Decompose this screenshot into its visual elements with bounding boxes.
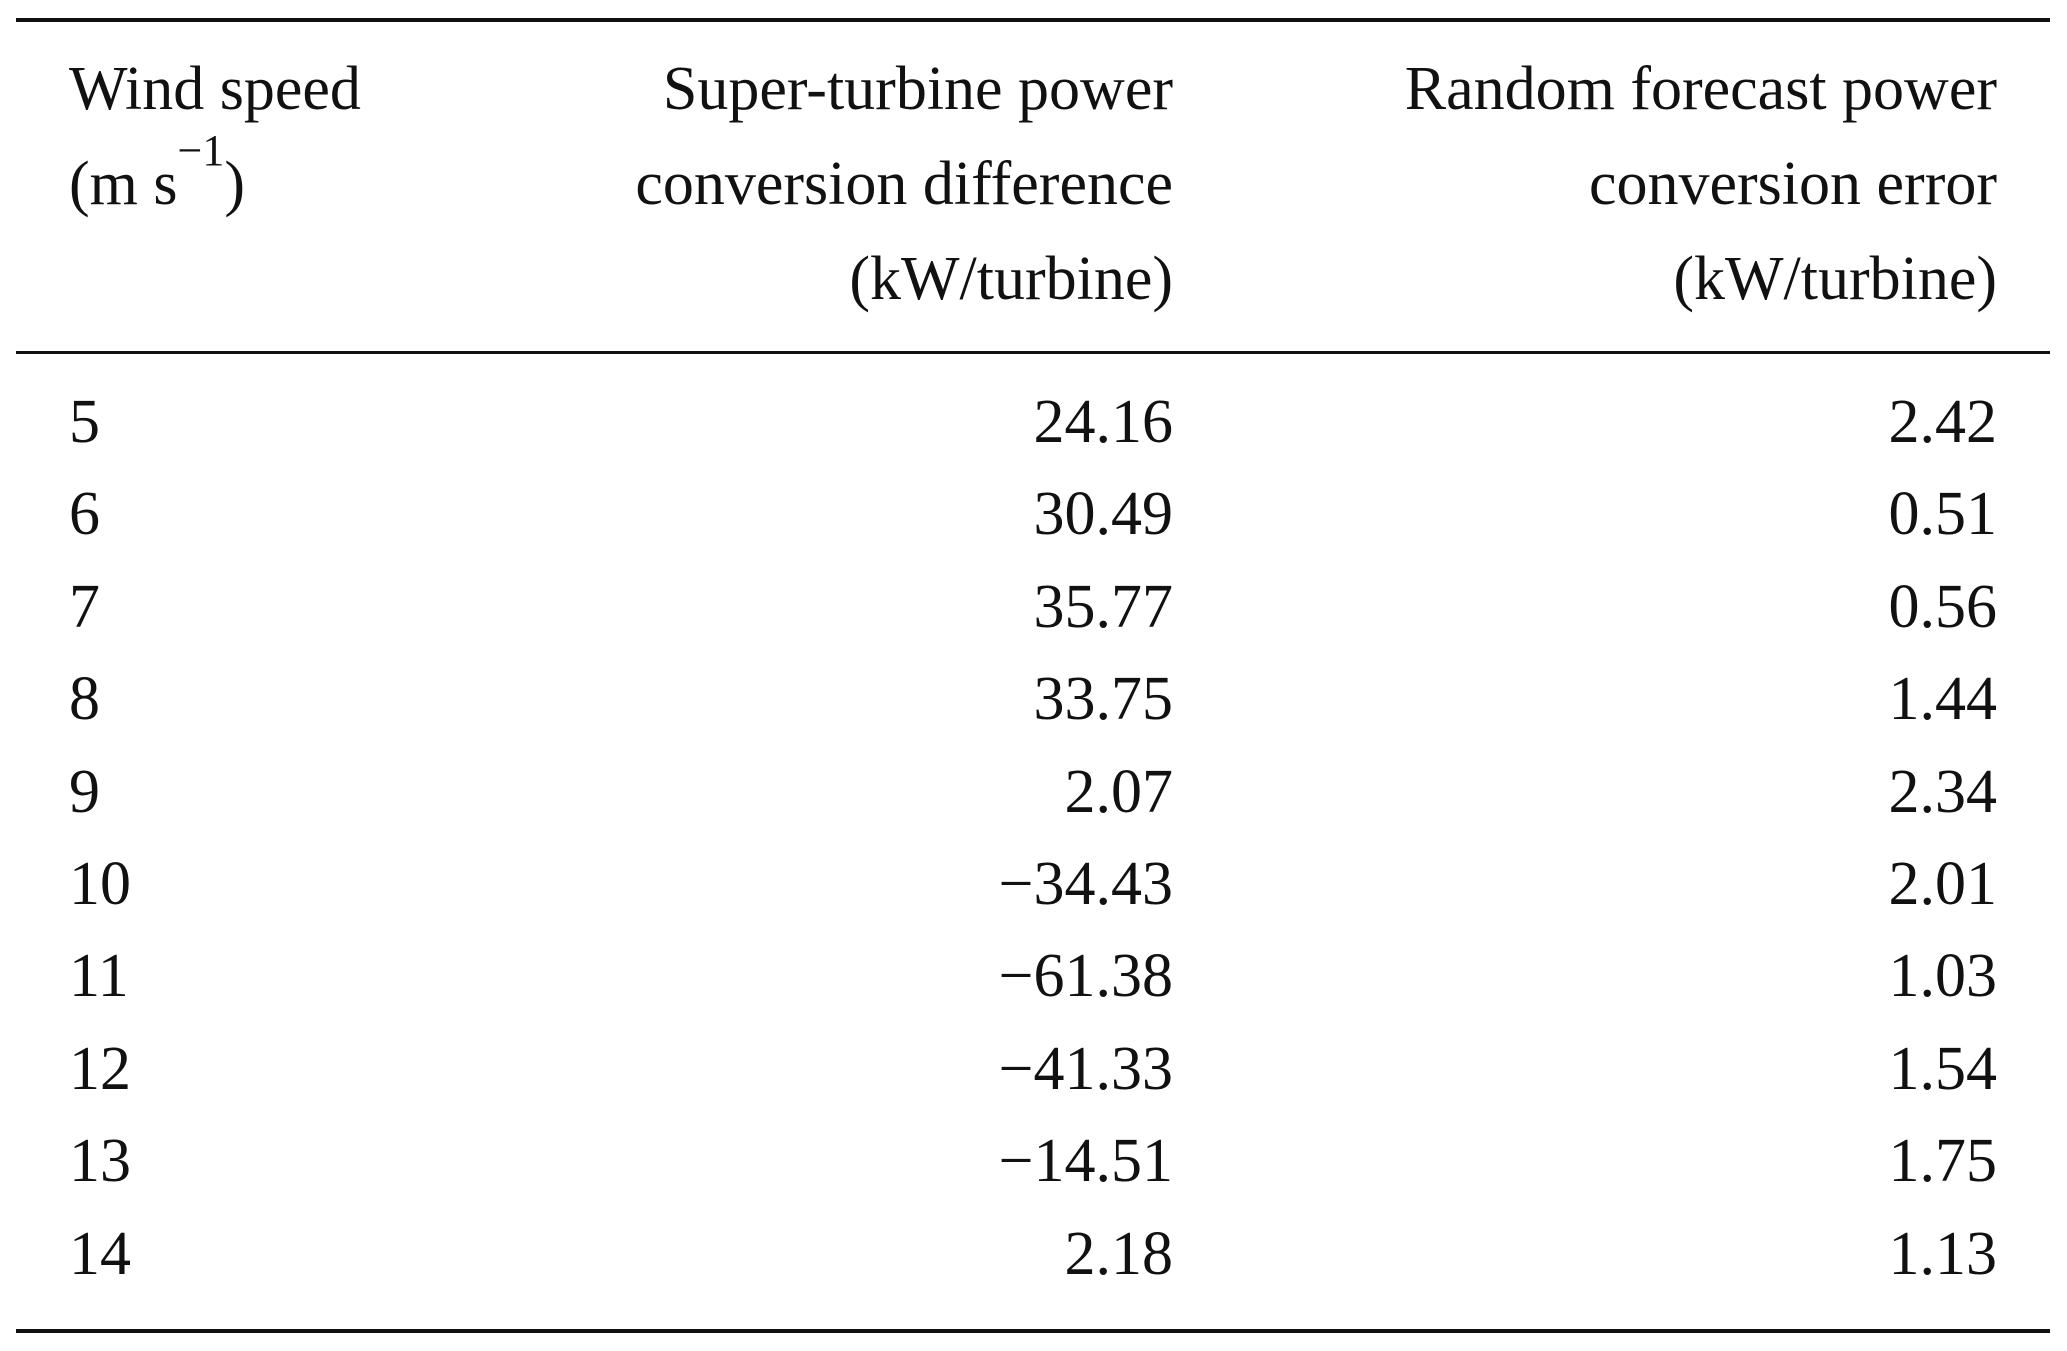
random-forecast-cell: 1.13 (1888, 1219, 1998, 1288)
random-forecast-cell: 0.51 (1888, 480, 1998, 549)
random-forecast-cell: 2.34 (1888, 757, 1998, 826)
random-forecast-cell: 0.56 (1888, 572, 1998, 641)
table-row: 9 2.07 2.34 (0, 746, 2067, 838)
table-row: 5 24.16 2.42 (0, 376, 2067, 468)
super-turbine-cell: 30.49 (1033, 480, 1174, 549)
wind-speed-cell: 12 (69, 1034, 131, 1103)
super-turbine-cell: −61.38 (998, 942, 1173, 1011)
table-row: 11 −61.38 1.03 (0, 930, 2067, 1022)
super-turbine-cell: −14.51 (998, 1127, 1173, 1196)
super-turbine-cell: 2.18 (1064, 1219, 1174, 1288)
wind-speed-cell: 5 (69, 388, 100, 456)
table-row: 10 −34.43 2.01 (0, 838, 2067, 930)
table-body: 5 24.16 2.42 6 30.49 0.51 7 35.77 0.56 8 33.75 1.44… (0, 376, 2067, 1300)
super-turbine-cell: 35.77 (1033, 572, 1174, 641)
wind-speed-cell: 8 (69, 665, 100, 734)
random-forecast-cell: 1.44 (1888, 665, 1998, 734)
wind-speed-cell: 9 (69, 757, 100, 826)
random-forecast-cell: 1.75 (1888, 1127, 1998, 1196)
bottom-rule (16, 1329, 2050, 1333)
wind-speed-cell: 13 (69, 1127, 131, 1196)
header-line: conversion difference (635, 150, 1173, 218)
header-line: Super-turbine power (662, 55, 1173, 123)
wind-speed-cell: 11 (69, 942, 129, 1011)
super-turbine-cell: −41.33 (998, 1034, 1173, 1103)
header-line: (kW/turbine) (1673, 245, 1997, 313)
header-line: (kW/turbine) (849, 245, 1173, 313)
table-row: 12 −41.33 1.54 (0, 1023, 2067, 1115)
header-rule (16, 351, 2050, 354)
table-row: 6 30.49 0.51 (0, 468, 2067, 560)
wind-speed-cell: 10 (69, 849, 131, 918)
header-line: conversion error (1589, 150, 1997, 218)
unit-text: (m s (69, 150, 178, 218)
header-wind-speed: Wind speed (m s−1) (69, 42, 361, 232)
super-turbine-cell: 24.16 (1033, 388, 1174, 456)
top-rule (16, 18, 2050, 22)
header-unit: (m s−1) (69, 129, 361, 232)
table-row: 7 35.77 0.56 (0, 561, 2067, 653)
table-row: 8 33.75 1.44 (0, 653, 2067, 745)
random-forecast-cell: 1.03 (1888, 942, 1998, 1011)
super-turbine-cell: 2.07 (1064, 757, 1174, 826)
random-forecast-cell: 1.54 (1888, 1034, 1998, 1103)
table-row: 13 −14.51 1.75 (0, 1115, 2067, 1207)
header-super-turbine: Super-turbine power conversion differenc… (635, 42, 1173, 327)
unit-close: ) (224, 150, 245, 218)
random-forecast-cell: 2.01 (1888, 849, 1998, 918)
table-row: 14 2.18 1.13 (0, 1208, 2067, 1300)
header-random-forecast: Random forecast power conversion error (… (1405, 42, 1997, 327)
wind-speed-cell: 6 (69, 480, 100, 549)
random-forecast-cell: 2.42 (1888, 388, 1998, 456)
super-turbine-cell: 33.75 (1033, 665, 1174, 734)
header-line: Wind speed (69, 55, 361, 123)
super-turbine-cell: −34.43 (998, 849, 1173, 918)
wind-speed-cell: 14 (69, 1219, 131, 1288)
wind-speed-cell: 7 (69, 572, 100, 641)
header-line: Random forecast power (1404, 55, 1997, 123)
unit-exponent: −1 (177, 126, 225, 175)
